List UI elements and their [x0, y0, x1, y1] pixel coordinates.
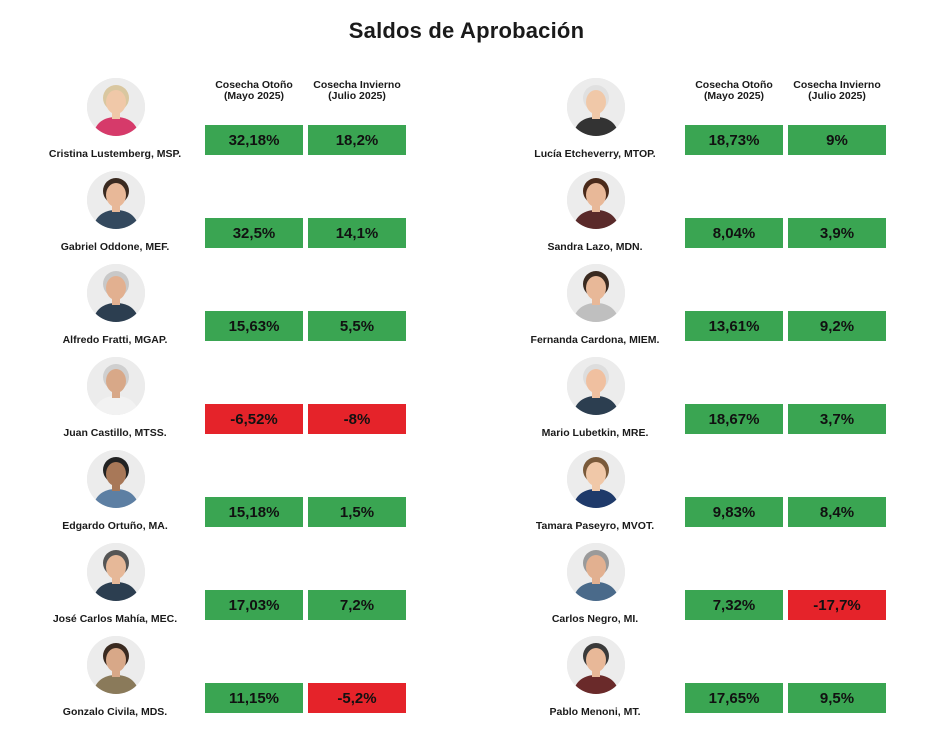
value-cosecha-otono: 13,61%: [685, 311, 783, 341]
value-cosecha-otono: 18,73%: [685, 125, 783, 155]
minister-name: Sandra Lazo, MDN.: [547, 241, 643, 253]
avatar: [87, 264, 145, 322]
minister-row: Lucía Etcheverry, MTOP. 18,73% 9%: [480, 75, 933, 167]
header-cosecha-otono: Cosecha Otoño (Mayo 2025): [205, 80, 303, 102]
header-cosecha-otono: Cosecha Otoño (Mayo 2025): [685, 80, 783, 102]
value-cosecha-otono: 15,63%: [205, 311, 303, 341]
value-cosecha-otono: 8,04%: [685, 218, 783, 248]
value-cosecha-otono: 32,5%: [205, 218, 303, 248]
header-label: Cosecha Invierno: [313, 79, 401, 91]
minister-row: Gabriel Oddone, MEF. 32,5% 14,1%: [0, 168, 460, 260]
minister-row: Sandra Lazo, MDN. 8,04% 3,9%: [480, 168, 933, 260]
value-cosecha-invierno: 14,1%: [308, 218, 406, 248]
value-cosecha-otono: -6,52%: [205, 404, 303, 434]
header-label: Cosecha Invierno: [793, 79, 881, 91]
value-cosecha-invierno: 3,7%: [788, 404, 886, 434]
header-sublabel: (Mayo 2025): [703, 90, 765, 102]
minister-row: Gonzalo Civila, MDS. 11,15% -5,2%: [0, 633, 460, 725]
avatar: [567, 78, 625, 136]
value-cosecha-invierno: 7,2%: [308, 590, 406, 620]
value-cosecha-invierno: 18,2%: [308, 125, 406, 155]
avatar: [567, 357, 625, 415]
chart-title: Saldos de Aprobación: [348, 18, 585, 43]
minister-name: Edgardo Ortuño, MA.: [62, 520, 168, 532]
avatar: [87, 543, 145, 601]
value-cosecha-invierno: -5,2%: [308, 683, 406, 713]
minister-row: Carlos Negro, MI. 7,32% -17,7%: [480, 540, 933, 632]
minister-row: José Carlos Mahía, MEC. 17,03% 7,2%: [0, 540, 460, 632]
minister-name: Juan Castillo, MTSS.: [63, 427, 167, 439]
minister-name: Lucía Etcheverry, MTOP.: [534, 148, 656, 160]
minister-row: Fernanda Cardona, MIEM. 13,61% 9,2%: [480, 261, 933, 353]
minister-row: Edgardo Ortuño, MA. 15,18% 1,5%: [0, 447, 460, 539]
value-cosecha-invierno: 9%: [788, 125, 886, 155]
value-cosecha-otono: 32,18%: [205, 125, 303, 155]
minister-row: Tamara Paseyro, MVOT. 9,83% 8,4%: [480, 447, 933, 539]
minister-row: Cristina Lustemberg, MSP. 32,18% 18,2%: [0, 75, 460, 167]
minister-row: Pablo Menoni, MT. 17,65% 9,5%: [480, 633, 933, 725]
minister-name: Mario Lubetkin, MRE.: [541, 427, 649, 439]
header-cosecha-invierno: Cosecha Invierno (Julio 2025): [788, 80, 886, 102]
value-cosecha-invierno: 9,2%: [788, 311, 886, 341]
value-cosecha-invierno: 9,5%: [788, 683, 886, 713]
minister-name: Fernanda Cardona, MIEM.: [530, 334, 660, 346]
minister-name: Pablo Menoni, MT.: [549, 706, 641, 718]
left-column: Cosecha Otoño (Mayo 2025) Cosecha Invier…: [0, 0, 460, 753]
minister-name: Cristina Lustemberg, MSP.: [48, 148, 182, 160]
value-cosecha-invierno: 5,5%: [308, 311, 406, 341]
minister-row: Alfredo Fratti, MGAP. 15,63% 5,5%: [0, 261, 460, 353]
avatar: [567, 450, 625, 508]
avatar: [87, 357, 145, 415]
avatar: [87, 636, 145, 694]
value-cosecha-otono: 15,18%: [205, 497, 303, 527]
header-label: Cosecha Otoño: [215, 79, 293, 91]
header-sublabel: (Julio 2025): [328, 90, 386, 102]
right-column: Cosecha Otoño (Mayo 2025) Cosecha Invier…: [480, 0, 933, 753]
value-cosecha-invierno: -17,7%: [788, 590, 886, 620]
minister-row: Mario Lubetkin, MRE. 18,67% 3,7%: [480, 354, 933, 446]
value-cosecha-invierno: 1,5%: [308, 497, 406, 527]
avatar: [567, 264, 625, 322]
value-cosecha-otono: 17,65%: [685, 683, 783, 713]
minister-row: Juan Castillo, MTSS. -6,52% -8%: [0, 354, 460, 446]
minister-name: Gonzalo Civila, MDS.: [62, 706, 168, 718]
value-cosecha-otono: 18,67%: [685, 404, 783, 434]
minister-name: Gabriel Oddone, MEF.: [60, 241, 170, 253]
minister-name: Alfredo Fratti, MGAP.: [62, 334, 168, 346]
value-cosecha-otono: 7,32%: [685, 590, 783, 620]
value-cosecha-otono: 17,03%: [205, 590, 303, 620]
avatar: [567, 543, 625, 601]
minister-name: Carlos Negro, MI.: [551, 613, 639, 625]
avatar: [87, 450, 145, 508]
value-cosecha-invierno: 8,4%: [788, 497, 886, 527]
header-cosecha-invierno: Cosecha Invierno (Julio 2025): [308, 80, 406, 102]
header-sublabel: (Mayo 2025): [223, 90, 285, 102]
value-cosecha-otono: 9,83%: [685, 497, 783, 527]
value-cosecha-invierno: -8%: [308, 404, 406, 434]
avatar: [87, 171, 145, 229]
minister-name: José Carlos Mahía, MEC.: [52, 613, 178, 625]
value-cosecha-invierno: 3,9%: [788, 218, 886, 248]
avatar: [567, 636, 625, 694]
avatar: [87, 78, 145, 136]
header-sublabel: (Julio 2025): [808, 90, 866, 102]
avatar: [567, 171, 625, 229]
minister-name: Tamara Paseyro, MVOT.: [535, 520, 655, 532]
header-label: Cosecha Otoño: [695, 79, 773, 91]
value-cosecha-otono: 11,15%: [205, 683, 303, 713]
